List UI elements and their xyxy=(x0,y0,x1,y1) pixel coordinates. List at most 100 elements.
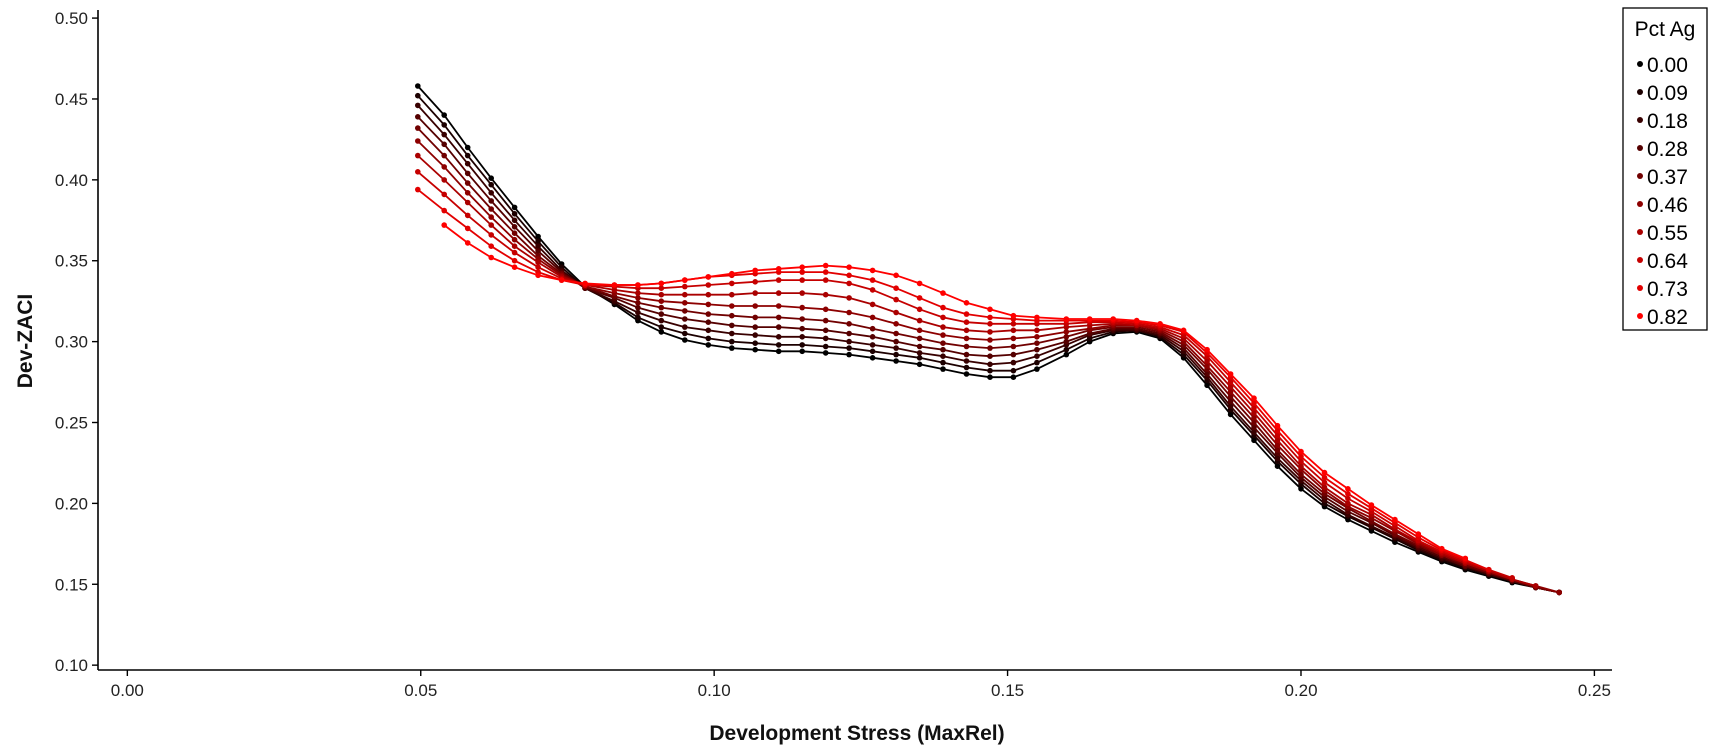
data-point xyxy=(729,322,735,329)
data-point xyxy=(822,317,829,324)
data-point xyxy=(1298,453,1304,460)
data-point xyxy=(441,152,448,159)
data-point xyxy=(1298,471,1304,478)
data-point xyxy=(1110,316,1116,322)
data-point xyxy=(893,358,899,364)
data-point xyxy=(846,345,852,351)
data-point xyxy=(705,327,712,334)
data-point xyxy=(822,291,829,298)
data-point xyxy=(1251,410,1257,416)
data-point xyxy=(1086,316,1093,322)
data-point xyxy=(799,290,805,296)
data-point xyxy=(1034,366,1040,372)
data-point xyxy=(635,290,641,296)
data-point xyxy=(464,199,471,206)
legend-label: 0.73 xyxy=(1647,278,1688,301)
data-point xyxy=(869,348,876,355)
data-point xyxy=(963,364,970,371)
data-point xyxy=(441,141,448,148)
data-point xyxy=(1157,321,1163,327)
data-point xyxy=(1034,314,1040,321)
data-point xyxy=(1439,545,1445,552)
data-point xyxy=(464,225,471,232)
data-point xyxy=(1063,329,1070,335)
data-point xyxy=(729,280,735,287)
data-point xyxy=(488,190,495,196)
data-point xyxy=(775,303,782,309)
data-point xyxy=(869,342,876,348)
data-point xyxy=(893,285,899,292)
legend-label: 0.46 xyxy=(1647,194,1688,217)
legend-marker xyxy=(1637,173,1643,179)
data-point xyxy=(1274,432,1281,439)
data-point xyxy=(464,144,471,151)
data-point xyxy=(488,232,495,238)
data-point xyxy=(1063,351,1070,358)
data-point xyxy=(658,324,665,330)
data-point xyxy=(1010,374,1017,381)
legend-title: Pct Ag xyxy=(1635,18,1696,41)
data-point xyxy=(775,348,782,355)
data-point xyxy=(488,243,495,249)
series-layer xyxy=(415,83,1562,596)
x-tick-label: 0.10 xyxy=(698,681,731,700)
data-point xyxy=(729,291,735,298)
data-point xyxy=(415,114,421,120)
data-point xyxy=(1251,429,1257,436)
data-point xyxy=(1415,531,1422,537)
legend-marker xyxy=(1637,229,1643,235)
x-tick-label: 0.00 xyxy=(111,681,144,700)
data-point xyxy=(1227,403,1234,410)
data-point xyxy=(963,358,970,364)
data-point xyxy=(775,334,782,340)
data-point xyxy=(1509,575,1515,581)
data-point xyxy=(1345,486,1351,492)
data-point xyxy=(729,345,735,351)
data-point xyxy=(940,304,946,311)
data-point xyxy=(869,314,876,321)
data-point xyxy=(1180,327,1187,334)
data-point xyxy=(415,92,421,99)
data-point xyxy=(775,324,782,330)
series-0.37 xyxy=(415,125,1562,596)
data-point xyxy=(1298,448,1304,455)
data-point xyxy=(635,300,641,306)
legend-marker xyxy=(1637,145,1643,151)
data-point xyxy=(1462,555,1469,562)
series-0.73 xyxy=(415,186,1492,573)
data-point xyxy=(635,304,641,311)
data-point xyxy=(415,125,421,131)
y-tick-label: 0.20 xyxy=(55,494,88,513)
data-point xyxy=(893,330,899,337)
y-tick-label: 0.45 xyxy=(55,90,88,109)
data-point xyxy=(752,314,758,321)
y-tick-label: 0.30 xyxy=(55,333,88,352)
data-point xyxy=(1034,359,1040,366)
legend-marker xyxy=(1637,201,1643,207)
data-point xyxy=(582,280,588,287)
data-point xyxy=(1345,500,1351,507)
data-point xyxy=(987,321,993,327)
data-point xyxy=(846,338,852,345)
data-point xyxy=(963,311,970,317)
data-point xyxy=(488,214,495,220)
data-point xyxy=(658,298,665,305)
data-point xyxy=(729,338,735,345)
data-point xyxy=(893,272,899,279)
data-point xyxy=(441,222,448,228)
data-point xyxy=(822,262,829,269)
legend-label: 0.64 xyxy=(1647,250,1688,273)
data-point xyxy=(1556,589,1562,596)
data-point xyxy=(987,361,993,368)
data-point xyxy=(635,295,641,301)
data-point xyxy=(893,338,899,345)
data-point xyxy=(511,204,518,211)
data-point xyxy=(1010,321,1017,327)
data-point xyxy=(893,309,899,316)
data-point xyxy=(1532,583,1539,589)
data-point xyxy=(752,340,758,347)
data-point xyxy=(799,348,805,355)
data-point xyxy=(752,346,758,353)
series-line xyxy=(417,154,1536,587)
data-point xyxy=(682,324,688,330)
